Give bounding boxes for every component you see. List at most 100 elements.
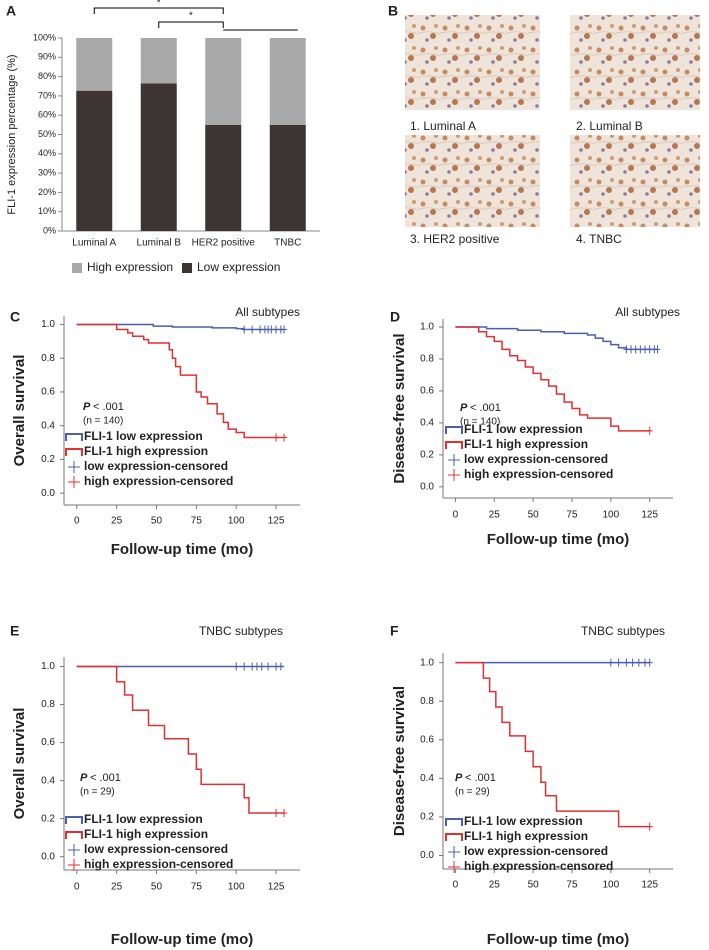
y-axis-label: Disease-free survival	[391, 686, 408, 836]
significance-bracket	[93, 7, 224, 14]
legend-label: high expression-censored	[84, 474, 233, 488]
x-tick-label: 75	[566, 510, 578, 521]
x-tick-label: 0	[453, 510, 459, 521]
y-tick-label: 1.0	[41, 319, 55, 330]
legend-label: FLI-1 high expression	[84, 444, 208, 458]
x-tick-label: 50	[528, 880, 540, 891]
x-axis-label: Follow-up time (mo)	[487, 931, 629, 948]
x-tick-label: 100	[602, 510, 619, 521]
y-tick-label: 0.8	[41, 353, 55, 364]
panel-label: E	[10, 623, 19, 639]
y-tick-label: 0.8	[420, 696, 434, 707]
y-tick-label: 10%	[38, 206, 56, 216]
y-tick-label: 1.0	[420, 322, 434, 333]
legend-swatch	[448, 846, 460, 858]
chart-title: TNBC subtypes	[581, 624, 665, 638]
image-label: 1. Luminal A	[410, 119, 476, 133]
x-tick-label: 50	[528, 510, 540, 521]
x-tick-label: 125	[268, 882, 285, 893]
bar-segment	[205, 124, 242, 231]
censor-mark	[629, 658, 636, 667]
y-tick-label: 0.2	[41, 454, 55, 465]
y-tick-label: 0.8	[420, 354, 434, 365]
legend-swatch	[68, 461, 80, 473]
y-tick-label: 0.0	[41, 488, 55, 499]
legend-swatch	[65, 816, 83, 824]
panel-b: B 1. Luminal A 2. Luminal B 3. HER2 posi…	[388, 3, 700, 246]
y-tick-label: 0.6	[420, 734, 434, 745]
x-axis-label: Follow-up time (mo)	[111, 541, 253, 558]
x-tick-label: 125	[268, 516, 285, 527]
legend-label: FLI-1 high expression	[464, 437, 588, 451]
censor-mark	[281, 433, 288, 442]
y-tick-label: 0.2	[420, 812, 434, 823]
legend-label: high expression-censored	[84, 857, 233, 871]
bar-segment	[140, 83, 177, 231]
image-label: 4. TNBC	[576, 232, 622, 246]
x-tick-label: 25	[111, 516, 123, 527]
y-tick-label: 50%	[38, 129, 56, 139]
bar-segment	[269, 38, 306, 125]
x-tick-label: 25	[489, 510, 501, 521]
n-label: (n = 140)	[83, 416, 123, 427]
y-tick-label: 30%	[38, 167, 56, 177]
legend-label: low expression-censored	[464, 452, 608, 466]
legend-swatch	[72, 263, 82, 273]
survival-curve	[76, 323, 285, 439]
y-tick-label: 1.0	[41, 661, 55, 672]
y-tick-label: 90%	[38, 52, 56, 62]
y-tick-label: 0.6	[41, 737, 55, 748]
micrograph	[405, 135, 540, 227]
x-tick-label: 75	[191, 882, 203, 893]
legend-label: FLI-1 low expression	[84, 429, 203, 443]
censor-mark	[241, 662, 248, 671]
censor-mark	[273, 433, 280, 442]
chart-title: All subtypes	[235, 305, 300, 319]
legend-label: high expression-censored	[464, 859, 613, 873]
y-tick-label: 0.2	[41, 813, 55, 824]
y-axis-label: Disease-free survival	[391, 333, 408, 483]
y-axis-label: Overall survival	[11, 355, 28, 467]
p-value: < .001	[470, 402, 501, 414]
bar-segment	[76, 90, 113, 232]
survival-curve	[455, 326, 650, 432]
chart-title: All subtypes	[615, 305, 680, 319]
censor-mark	[646, 426, 653, 435]
y-tick-label: 60%	[38, 110, 56, 120]
x-tick-label: 125	[641, 510, 658, 521]
censor-mark	[623, 658, 630, 667]
censor-mark	[654, 345, 661, 354]
significance-bracket	[158, 21, 224, 28]
censor-mark	[233, 662, 240, 671]
x-tick-label: TNBC	[274, 238, 301, 249]
legend-swatch	[445, 441, 463, 449]
x-tick-label: 125	[641, 880, 658, 891]
legend-label: FLI-1 low expression	[464, 814, 583, 828]
y-tick-label: 1.0	[420, 657, 434, 668]
y-tick-label: 0.6	[420, 386, 434, 397]
bar-segment	[205, 38, 242, 125]
censor-mark	[607, 658, 614, 667]
micrograph	[570, 15, 700, 110]
panel-label: F	[390, 623, 399, 639]
censor-mark	[265, 662, 272, 671]
censor-mark	[615, 658, 622, 667]
x-tick-label: Luminal B	[137, 238, 182, 249]
x-axis-label: Follow-up time (mo)	[487, 531, 629, 548]
legend-label: FLI-1 high expression	[464, 829, 588, 843]
legend-swatch	[68, 844, 80, 856]
censor-mark	[273, 808, 280, 817]
survival-curve	[455, 661, 650, 828]
n-label: (n = 140)	[460, 417, 500, 428]
y-tick-label: 0.4	[420, 773, 434, 784]
legend-swatch	[448, 454, 460, 466]
censor-mark	[646, 658, 653, 667]
legend-label: High expression	[87, 260, 173, 274]
censor-mark	[281, 808, 288, 817]
legend-label: FLI-1 high expression	[84, 827, 208, 841]
y-tick-label: 0.0	[420, 481, 434, 492]
bar-segment	[140, 38, 177, 84]
survival-curve	[455, 326, 658, 351]
y-axis-label: FLI-1 expression percentage (%)	[6, 54, 18, 214]
